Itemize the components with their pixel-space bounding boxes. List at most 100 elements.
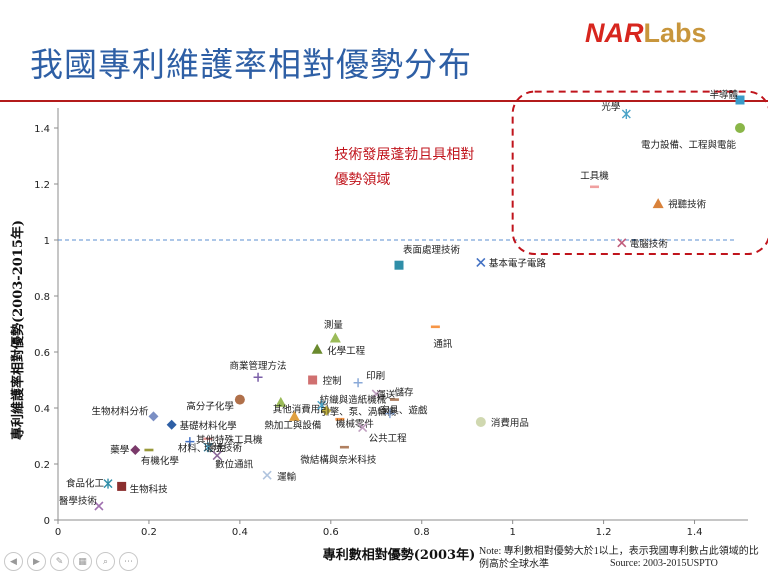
data-point: 消費用品 (475, 417, 529, 429)
back-icon[interactable]: ◀ (4, 552, 23, 571)
marker-diamond (130, 445, 141, 455)
point-label: 熱加工與設備 (264, 419, 321, 431)
data-point: 基本電子電路 (476, 257, 546, 269)
data-point: 數位通訊 (212, 451, 254, 471)
point-label: 運輸 (277, 471, 297, 483)
data-point: 運輸 (262, 470, 297, 483)
data-point: 生物材料分析 (91, 405, 159, 422)
y-tick-label: 0.2 (34, 460, 50, 471)
point-label: 印刷 (366, 370, 385, 382)
data-point: 家具、遊戲 (380, 405, 428, 419)
footnote: Note: 專利數相對優勢大於1以上，表示我國專利數占此領域的比例高於全球水準 (479, 546, 759, 570)
data-point: 電力設備、工程與電能 (641, 123, 745, 151)
marker-x (94, 501, 104, 511)
data-point: 電腦技術 (617, 238, 669, 250)
data-point: 工具機 (580, 170, 609, 189)
marker-x (617, 238, 627, 248)
point-label: 醫學技術 (59, 495, 98, 507)
point-label: 視聽技術 (668, 199, 707, 211)
data-point: 其他特殊工具機 (196, 434, 263, 446)
point-label: 控制 (323, 375, 342, 387)
marker-asterisk (203, 442, 213, 453)
data-point: 醫學技術 (59, 495, 104, 511)
marker-dash (389, 398, 399, 401)
point-label: 環境技術 (204, 442, 243, 454)
marker-circle (475, 417, 486, 427)
x-tick-label: 0.4 (232, 527, 248, 538)
marker-asterisk (103, 478, 113, 489)
point-label: 通訊 (433, 338, 453, 350)
point-label: 電力設備、工程與電能 (641, 139, 737, 151)
x-tick-label: 1 (509, 527, 515, 538)
zoom-icon[interactable]: ⌕ (96, 552, 115, 571)
data-point: 生物科技 (117, 481, 169, 495)
marker-plus (253, 372, 263, 382)
marker-plus (385, 409, 395, 419)
point-label: 微結構與奈米科技 (300, 454, 377, 466)
point-label: 生物材料分析 (91, 405, 149, 417)
marker-x (476, 257, 486, 267)
point-label: 公共工程 (369, 434, 408, 445)
data-point: 運送 (371, 389, 396, 401)
marker-triangle (288, 410, 300, 421)
y-tick-label: 0.8 (34, 292, 50, 303)
marker-diamond (148, 411, 159, 422)
point-label: 測量 (324, 319, 344, 331)
pen-icon[interactable]: ✎ (50, 552, 69, 571)
logo-nar: NAR (585, 18, 644, 48)
marker-dash (339, 445, 349, 449)
data-point: 視聽技術 (652, 198, 707, 211)
slides-icon[interactable]: ▦ (73, 552, 92, 571)
point-label: 化學工程 (327, 345, 366, 357)
x-tick-label: 0 (55, 527, 61, 538)
data-point: 光學 (601, 101, 631, 119)
point-label: 高分子化學 (186, 401, 234, 413)
data-point: 半導體 (709, 89, 745, 105)
data-point: 環境技術 (203, 442, 243, 454)
narlabs-logo: NARLabs (585, 18, 707, 49)
point-label: 生物科技 (130, 483, 169, 495)
marker-dash (590, 185, 600, 189)
point-label: 機械零件 (336, 418, 375, 430)
marker-x (358, 423, 368, 433)
y-tick-label: 0.6 (34, 348, 50, 359)
point-label: 半導體 (709, 89, 738, 101)
marker-dash (203, 437, 213, 441)
point-label: 有機化學 (141, 455, 179, 467)
data-point: 有機化學 (141, 448, 179, 467)
point-label: 工具機 (580, 170, 609, 182)
point-label: 紡織與造紙機械 (320, 394, 387, 406)
point-label: 表面處理技術 (403, 244, 461, 256)
marker-asterisk (621, 109, 631, 119)
page-title: 我國專利維護率相對優勢分布 (30, 45, 472, 84)
marker-triangle (311, 343, 323, 354)
forward-icon[interactable]: ▶ (27, 552, 46, 571)
x-tick-label: 0.6 (323, 527, 339, 538)
data-point: 機械零件 (335, 417, 375, 430)
marker-circle (234, 394, 245, 405)
x-axis-label: 專利數相對優勢(2003年) (323, 547, 475, 563)
y-tick-label: 1.4 (34, 124, 50, 135)
highlight-label-line2: 優勢領域 (334, 171, 390, 188)
point-label: 其他特殊工具機 (196, 434, 263, 446)
x-tick-label: 1.2 (596, 527, 612, 538)
point-label: 數位通訊 (215, 459, 254, 471)
slide-nav-controls: ◀ ▶ ✎ ▦ ⌕ ⋯ (4, 552, 138, 571)
x-tick-label: 0.8 (414, 527, 430, 538)
highlight-region (511, 90, 768, 255)
data-point: 印刷 (353, 370, 385, 388)
data-point: 表面處理技術 (394, 244, 461, 270)
data-point: 微結構與奈米科技 (300, 445, 377, 466)
marker-square (394, 260, 404, 270)
marker-diamond (166, 419, 177, 430)
y-tick-label: 0 (44, 516, 50, 527)
point-label: 光學 (601, 101, 620, 113)
x-tick-label: 1.4 (687, 527, 703, 538)
data-point: 其他消費用品 (273, 396, 330, 415)
x-tick-label: 0.2 (141, 527, 157, 538)
data-point: 藥學 (110, 444, 141, 456)
point-label: 電腦技術 (630, 238, 669, 250)
data-point: 通訊 (430, 325, 453, 350)
more-icon[interactable]: ⋯ (119, 552, 138, 571)
